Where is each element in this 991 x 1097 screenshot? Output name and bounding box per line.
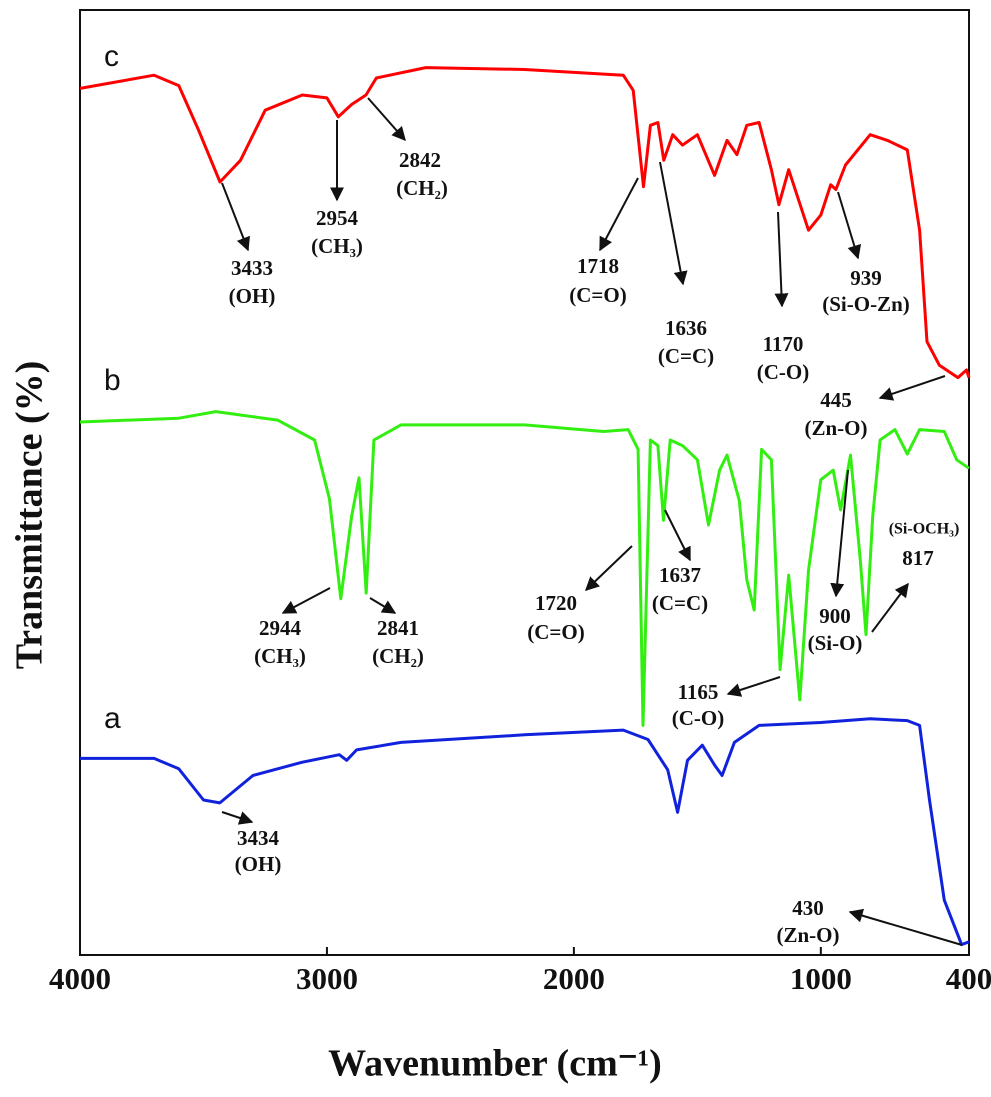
annotation-group: (C=O): [527, 620, 584, 644]
annotation-value: 445: [820, 388, 852, 412]
annotation-value: 2842: [399, 148, 441, 172]
annotation-arrow: [281, 587, 331, 614]
x-tick-label: 3000: [296, 961, 358, 996]
annotation-value: 1165: [678, 680, 719, 704]
annotation-arrow: [774, 211, 789, 308]
annotation-value: 2944: [259, 616, 302, 640]
annotation-group: (CH₂): [372, 644, 424, 668]
annotation-value: 1720: [535, 591, 577, 615]
annotation-group: (Si-O): [808, 631, 863, 655]
annotation-group: (C=C): [658, 344, 714, 368]
annotation-group: (Zn-O): [805, 416, 868, 440]
annotation-value: 1637: [659, 563, 701, 587]
annotation-arrow: [221, 811, 254, 825]
annotation-arrow: [659, 161, 688, 286]
series-label: b: [104, 364, 121, 397]
annotation-arrow: [369, 597, 397, 614]
annotation-value: 939: [850, 266, 882, 290]
series-label: c: [104, 40, 119, 73]
annotation-group: (Si-O-Zn): [822, 292, 910, 316]
x-tick-label: 400: [946, 961, 991, 996]
annotation-group: (CH₂): [396, 176, 448, 200]
annotation-value: 817: [902, 546, 934, 570]
annotation-value: 2841: [377, 616, 419, 640]
annotation-group: (OH): [235, 852, 282, 876]
annotation-group: (C=C): [652, 591, 708, 615]
annotation-group: (C=O): [569, 283, 626, 307]
annotation-group: (CH₃): [311, 234, 363, 258]
plot-frame: [79, 9, 970, 956]
annotation-group: (Zn-O): [777, 923, 840, 947]
annotation-value: 1718: [577, 254, 619, 278]
annotation-arrow: [830, 469, 849, 598]
annotation-arrow: [878, 375, 946, 401]
annotation-value: 1170: [763, 332, 804, 356]
annotation-value: 3433: [231, 256, 273, 280]
annotation-arrow: [599, 177, 639, 252]
annotation-value: 2954: [316, 206, 359, 230]
annotation-arrow: [664, 509, 691, 562]
annotation-group: (C-O): [757, 360, 809, 384]
annotation-value: 1636: [665, 316, 707, 340]
annotation-arrow: [221, 182, 250, 252]
annotation-arrow: [584, 545, 633, 591]
annotation-value: 430: [792, 896, 824, 920]
annotation-value: 3434: [237, 826, 280, 850]
annotation-arrow: [848, 908, 963, 946]
spectrum-line: [79, 66, 971, 380]
series-label: a: [104, 702, 121, 735]
annotation-group: (Si-OCH₃): [889, 521, 960, 538]
x-tick-label: 2000: [543, 961, 605, 996]
annotation-group: (OH): [229, 284, 276, 308]
x-axis-title: Wavenumber (cm⁻¹): [328, 1043, 662, 1085]
annotation-value: 900: [819, 604, 851, 628]
annotation-arrow: [871, 582, 909, 633]
annotation-arrow: [367, 97, 406, 142]
spectrum-line: [79, 410, 970, 727]
annotation-arrow: [837, 191, 862, 260]
annotation-arrow: [726, 676, 781, 697]
annotation-group: (C-O): [672, 706, 724, 730]
spectrum-line: [80, 717, 970, 947]
y-axis-title: Transmittance (%): [9, 361, 51, 670]
annotation-group: (CH₃): [254, 644, 306, 668]
x-tick-label: 4000: [49, 961, 111, 996]
x-tick-label: 1000: [790, 961, 852, 996]
